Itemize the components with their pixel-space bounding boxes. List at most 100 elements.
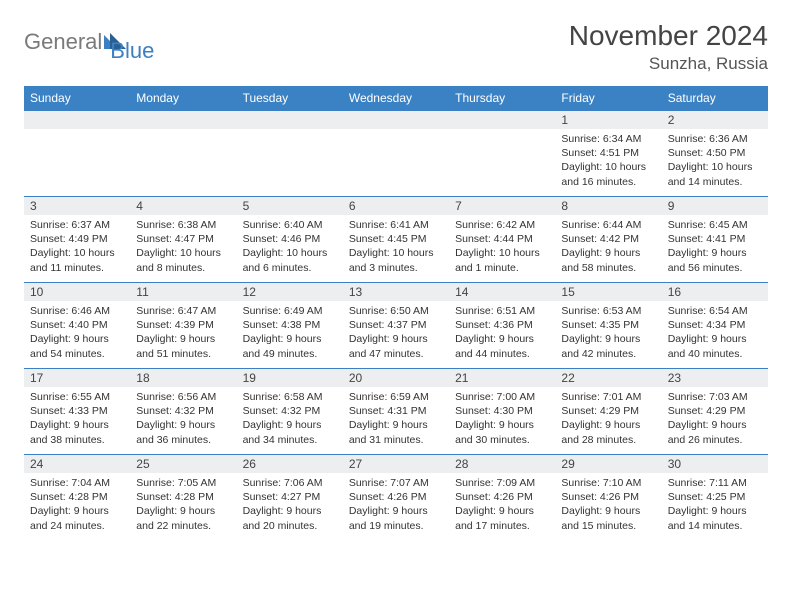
daylight-text-2: and 51 minutes. [136,347,230,361]
day-content: Sunrise: 6:58 AMSunset: 4:32 PMDaylight:… [237,387,343,450]
day-cell-30: 30Sunrise: 7:11 AMSunset: 4:25 PMDayligh… [662,455,768,541]
day-number: 18 [130,369,236,387]
day-cell-26: 26Sunrise: 7:06 AMSunset: 4:27 PMDayligh… [237,455,343,541]
sunrise-text: Sunrise: 7:00 AM [455,390,549,404]
sunset-text: Sunset: 4:31 PM [349,404,443,418]
sunrise-text: Sunrise: 6:56 AM [136,390,230,404]
day-cell-14: 14Sunrise: 6:51 AMSunset: 4:36 PMDayligh… [449,283,555,369]
sunrise-text: Sunrise: 6:59 AM [349,390,443,404]
day-cell-9: 9Sunrise: 6:45 AMSunset: 4:41 PMDaylight… [662,197,768,283]
day-cell-23: 23Sunrise: 7:03 AMSunset: 4:29 PMDayligh… [662,369,768,455]
daylight-text-1: Daylight: 9 hours [30,418,124,432]
sunrise-text: Sunrise: 7:10 AM [561,476,655,490]
day-content: Sunrise: 6:51 AMSunset: 4:36 PMDaylight:… [449,301,555,364]
daylight-text-1: Daylight: 9 hours [30,504,124,518]
calendar-table: Sunday Monday Tuesday Wednesday Thursday… [24,86,768,541]
daylight-text-2: and 40 minutes. [668,347,762,361]
sunset-text: Sunset: 4:40 PM [30,318,124,332]
daylight-text-2: and 24 minutes. [30,519,124,533]
sunrise-text: Sunrise: 6:50 AM [349,304,443,318]
sunrise-text: Sunrise: 7:03 AM [668,390,762,404]
day-content: Sunrise: 6:56 AMSunset: 4:32 PMDaylight:… [130,387,236,450]
day-content: Sunrise: 6:59 AMSunset: 4:31 PMDaylight:… [343,387,449,450]
daylight-text-1: Daylight: 9 hours [668,246,762,260]
calendar-body: 1Sunrise: 6:34 AMSunset: 4:51 PMDaylight… [24,111,768,541]
daylight-text-2: and 22 minutes. [136,519,230,533]
empty-cell [24,111,130,197]
sunset-text: Sunset: 4:47 PM [136,232,230,246]
sunrise-text: Sunrise: 6:55 AM [30,390,124,404]
day-cell-27: 27Sunrise: 7:07 AMSunset: 4:26 PMDayligh… [343,455,449,541]
daylight-text-2: and 20 minutes. [243,519,337,533]
day-content: Sunrise: 6:37 AMSunset: 4:49 PMDaylight:… [24,215,130,278]
daylight-text-2: and 16 minutes. [561,175,655,189]
page-header: General Blue November 2024 Sunzha, Russi… [24,20,768,74]
day-cell-18: 18Sunrise: 6:56 AMSunset: 4:32 PMDayligh… [130,369,236,455]
day-cell-24: 24Sunrise: 7:04 AMSunset: 4:28 PMDayligh… [24,455,130,541]
day-number: 2 [662,111,768,129]
sunrise-text: Sunrise: 6:47 AM [136,304,230,318]
day-content: Sunrise: 7:00 AMSunset: 4:30 PMDaylight:… [449,387,555,450]
sunrise-text: Sunrise: 6:51 AM [455,304,549,318]
daylight-text-2: and 54 minutes. [30,347,124,361]
calendar-row: 3Sunrise: 6:37 AMSunset: 4:49 PMDaylight… [24,197,768,283]
daylight-text-2: and 11 minutes. [30,261,124,275]
sunrise-text: Sunrise: 6:38 AM [136,218,230,232]
daylight-text-2: and 42 minutes. [561,347,655,361]
day-number: 14 [449,283,555,301]
sunset-text: Sunset: 4:26 PM [455,490,549,504]
sunrise-text: Sunrise: 6:37 AM [30,218,124,232]
daylight-text-1: Daylight: 10 hours [561,160,655,174]
sunrise-text: Sunrise: 6:49 AM [243,304,337,318]
daylight-text-1: Daylight: 9 hours [243,504,337,518]
daylight-text-1: Daylight: 10 hours [30,246,124,260]
day-cell-7: 7Sunrise: 6:42 AMSunset: 4:44 PMDaylight… [449,197,555,283]
day-cell-19: 19Sunrise: 6:58 AMSunset: 4:32 PMDayligh… [237,369,343,455]
sunrise-text: Sunrise: 6:36 AM [668,132,762,146]
empty-cell [343,111,449,197]
weekday-monday: Monday [130,86,236,111]
day-cell-13: 13Sunrise: 6:50 AMSunset: 4:37 PMDayligh… [343,283,449,369]
day-cell-12: 12Sunrise: 6:49 AMSunset: 4:38 PMDayligh… [237,283,343,369]
sunset-text: Sunset: 4:29 PM [561,404,655,418]
daylight-text-1: Daylight: 9 hours [561,504,655,518]
daylight-text-1: Daylight: 10 hours [349,246,443,260]
sunrise-text: Sunrise: 6:54 AM [668,304,762,318]
daylight-text-1: Daylight: 9 hours [561,418,655,432]
day-cell-2: 2Sunrise: 6:36 AMSunset: 4:50 PMDaylight… [662,111,768,197]
daylight-text-1: Daylight: 9 hours [668,504,762,518]
day-cell-20: 20Sunrise: 6:59 AMSunset: 4:31 PMDayligh… [343,369,449,455]
day-cell-1: 1Sunrise: 6:34 AMSunset: 4:51 PMDaylight… [555,111,661,197]
daylight-text-1: Daylight: 10 hours [136,246,230,260]
day-number: 24 [24,455,130,473]
weekday-saturday: Saturday [662,86,768,111]
day-number: 16 [662,283,768,301]
day-number: 20 [343,369,449,387]
day-cell-15: 15Sunrise: 6:53 AMSunset: 4:35 PMDayligh… [555,283,661,369]
day-content: Sunrise: 6:36 AMSunset: 4:50 PMDaylight:… [662,129,768,192]
calendar-row: 17Sunrise: 6:55 AMSunset: 4:33 PMDayligh… [24,369,768,455]
sunset-text: Sunset: 4:26 PM [561,490,655,504]
daylight-text-1: Daylight: 9 hours [561,332,655,346]
day-number: 28 [449,455,555,473]
daylight-text-1: Daylight: 9 hours [668,332,762,346]
daylight-text-1: Daylight: 9 hours [30,332,124,346]
daylight-text-1: Daylight: 9 hours [136,418,230,432]
day-cell-17: 17Sunrise: 6:55 AMSunset: 4:33 PMDayligh… [24,369,130,455]
sunset-text: Sunset: 4:30 PM [455,404,549,418]
sunset-text: Sunset: 4:38 PM [243,318,337,332]
sunset-text: Sunset: 4:29 PM [668,404,762,418]
weekday-sunday: Sunday [24,86,130,111]
day-cell-3: 3Sunrise: 6:37 AMSunset: 4:49 PMDaylight… [24,197,130,283]
day-content: Sunrise: 7:07 AMSunset: 4:26 PMDaylight:… [343,473,449,536]
day-content: Sunrise: 7:09 AMSunset: 4:26 PMDaylight:… [449,473,555,536]
day-cell-29: 29Sunrise: 7:10 AMSunset: 4:26 PMDayligh… [555,455,661,541]
logo: General Blue [24,20,154,64]
sunset-text: Sunset: 4:46 PM [243,232,337,246]
day-content: Sunrise: 6:41 AMSunset: 4:45 PMDaylight:… [343,215,449,278]
sunset-text: Sunset: 4:45 PM [349,232,443,246]
sunset-text: Sunset: 4:32 PM [243,404,337,418]
sunset-text: Sunset: 4:35 PM [561,318,655,332]
daylight-text-1: Daylight: 9 hours [455,418,549,432]
daylight-text-1: Daylight: 9 hours [349,332,443,346]
